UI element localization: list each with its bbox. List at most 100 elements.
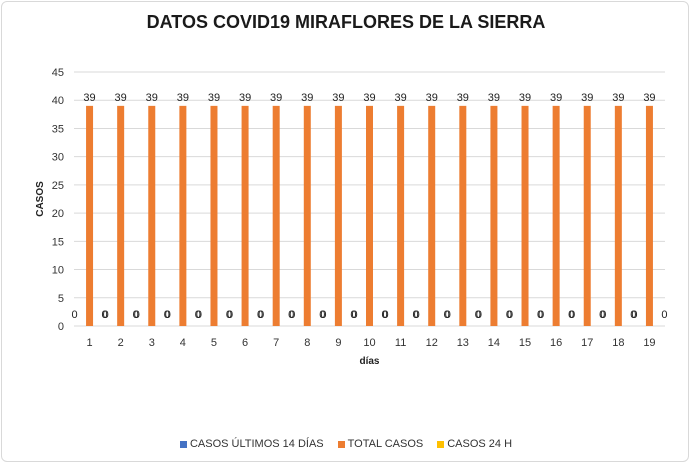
data-label: 39 (146, 92, 158, 104)
data-label: 0 (227, 309, 233, 321)
bar-total-casos (397, 105, 405, 326)
legend-item: CASOS ÚLTIMOS 14 DÍAS (179, 438, 324, 450)
bar-total-casos (614, 105, 622, 326)
data-label: 39 (208, 92, 220, 104)
bar-total-casos (334, 105, 342, 326)
data-label: 39 (239, 92, 251, 104)
bar-total-casos (459, 105, 467, 326)
x-tick-label: 12 (426, 337, 438, 349)
data-label: 39 (83, 92, 95, 104)
y-tick-label: 30 (52, 152, 64, 164)
data-label: 0 (350, 309, 356, 321)
x-tick-label: 13 (457, 337, 469, 349)
y-tick-label: 20 (52, 208, 64, 220)
legend-label: CASOS ÚLTIMOS 14 DÍAS (189, 438, 324, 450)
data-label: 0 (444, 309, 450, 321)
data-label: 0 (195, 309, 201, 321)
data-label: 0 (507, 309, 513, 321)
x-tick-label: 19 (643, 337, 655, 349)
data-label: 39 (550, 92, 562, 104)
data-label: 39 (488, 92, 500, 104)
bar-total-casos (86, 105, 94, 326)
data-label: 0 (257, 309, 263, 321)
x-tick-label: 15 (519, 337, 531, 349)
x-tick-label: 5 (211, 337, 217, 349)
x-tick-label: 18 (612, 337, 624, 349)
x-tick-label: 8 (304, 337, 310, 349)
legend-swatch (437, 440, 445, 448)
data-label: 0 (381, 309, 387, 321)
bar-total-casos (303, 105, 311, 326)
y-tick-label: 0 (58, 321, 64, 333)
data-label: 39 (612, 92, 624, 104)
x-tick-label: 11 (395, 337, 406, 349)
data-label: 39 (394, 92, 406, 104)
data-label: 0 (226, 309, 232, 321)
data-label: 39 (457, 92, 469, 104)
data-label: 0 (196, 309, 202, 321)
x-tick-label: 2 (118, 337, 124, 349)
y-tick-label: 10 (52, 265, 64, 277)
chart-title: DATOS COVID19 MIRAFLORES DE LA SIERRA (146, 12, 546, 32)
data-label: 0 (351, 309, 357, 321)
data-label: 39 (643, 92, 655, 104)
data-label: 0 (101, 309, 107, 321)
data-label: 0 (103, 309, 109, 321)
data-label: 0 (475, 309, 481, 321)
data-label: 0 (476, 309, 482, 321)
x-tick-label: 7 (273, 337, 279, 349)
x-tick-label: 10 (363, 337, 375, 349)
x-axis-title: días (359, 356, 379, 367)
data-label: 0 (631, 309, 637, 321)
x-tick-label: 4 (180, 337, 186, 349)
data-label: 39 (519, 92, 531, 104)
x-tick-label: 14 (488, 337, 500, 349)
y-tick-label: 45 (52, 67, 64, 79)
data-label: 0 (413, 309, 419, 321)
legend-item: TOTAL CASOS (337, 438, 424, 450)
y-tick-label: 15 (52, 236, 64, 248)
y-tick-label: 40 (52, 95, 64, 107)
bar-total-casos (210, 105, 218, 326)
bar-total-casos (117, 105, 125, 326)
data-label: 0 (506, 309, 512, 321)
data-label: 0 (414, 309, 420, 321)
data-label: 0 (133, 309, 139, 321)
data-label: 39 (332, 92, 344, 104)
data-label: 0 (71, 309, 77, 321)
legend-item: CASOS 24 H (437, 438, 512, 450)
legend-swatch (337, 440, 345, 448)
y-tick-label: 35 (52, 123, 64, 135)
bar-total-casos (179, 105, 187, 326)
chart-legend: CASOS ÚLTIMOS 14 DÍAS TOTAL CASOS CASOS 24… (0, 438, 692, 450)
y-tick-label: 25 (52, 180, 64, 192)
data-label: 0 (538, 309, 544, 321)
y-axis-title: CASOS (35, 181, 46, 217)
data-label: 0 (568, 309, 574, 321)
data-label: 0 (319, 309, 325, 321)
data-label: 0 (165, 309, 171, 321)
x-tick-label: 17 (581, 337, 593, 349)
x-tick-label: 1 (86, 337, 92, 349)
data-label: 39 (177, 92, 189, 104)
data-label: 0 (164, 309, 170, 321)
data-label: 0 (600, 309, 606, 321)
x-tick-label: 6 (242, 337, 248, 349)
data-label: 0 (537, 309, 543, 321)
legend-label: TOTAL CASOS (347, 438, 424, 450)
data-label: 0 (599, 309, 605, 321)
data-label: 0 (383, 309, 389, 321)
x-tick-label: 3 (149, 337, 155, 349)
legend-label: CASOS 24 H (447, 438, 513, 450)
data-label: 39 (426, 92, 438, 104)
data-label: 39 (270, 92, 282, 104)
data-label: 0 (569, 309, 575, 321)
bar-total-casos (645, 105, 653, 326)
bar-total-casos (272, 105, 280, 326)
data-label: 0 (320, 309, 326, 321)
bar-total-casos (583, 105, 591, 326)
bar-total-casos (490, 105, 498, 326)
data-label: 39 (363, 92, 375, 104)
